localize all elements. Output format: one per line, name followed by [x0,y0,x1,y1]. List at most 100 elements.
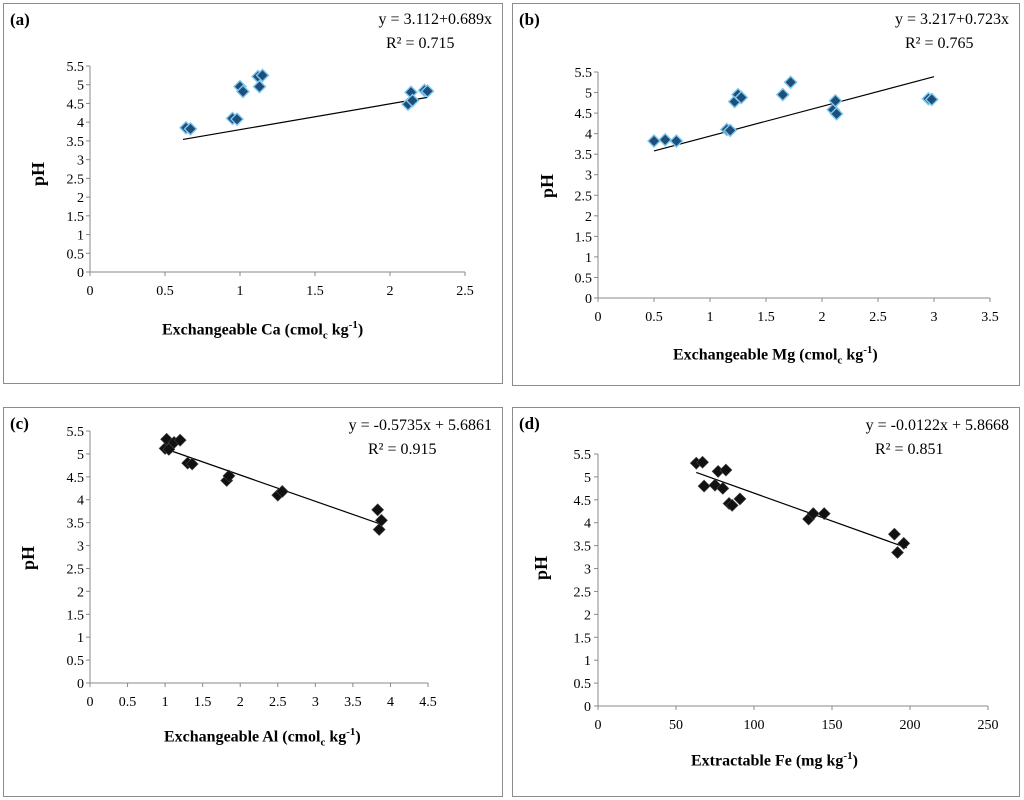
y-tick-label: 3.5 [575,148,593,163]
y-axis-label: pH [537,174,557,198]
y-tick-label: 1.5 [574,631,592,646]
x-axis-label-close: ) [357,321,364,339]
x-tick-label: 0 [87,695,94,710]
panel-a: (a) y = 3.112+0.689x R² = 0.715 0 0.5 1 1.5… [3,3,503,384]
r-squared: R² = 0.915 [368,441,437,458]
regression-equation: y = -0.5735x + 5.6861 [348,417,492,434]
data-point [696,455,709,469]
r-squared: R² = 0.765 [905,35,974,52]
y-axis-label: pH [28,162,48,186]
panel-d: (d) y = -0.0122x + 5.8668 R² = 0.851 0 0.… [512,407,1020,797]
x-tick-label: 1.5 [194,695,212,710]
x-tick-label: 100 [744,718,765,733]
data-point [806,507,820,520]
x-axis-label-sup: -1 [346,726,356,738]
data-point [716,481,730,495]
y-tick-label: 4.5 [67,471,85,486]
data-point [897,536,911,550]
y-tick-label: 1 [584,654,591,669]
y-tick-label: 3.5 [67,135,85,150]
x-axis-label-sup: -1 [863,344,873,356]
panel-label: (d) [519,414,540,433]
scatter-plot-d: 0 0.5 1 1.5 2 2.5 3 3.5 4 4.5 5 5.5 0 50 100 150 200 250 p… [531,448,999,733]
data-point [783,75,798,90]
x-axis-label-sup: -1 [843,750,853,762]
y-tick-label: 2.5 [67,172,85,187]
x-tick-label: 3 [931,310,938,325]
x-tick-label: 1.5 [306,284,324,299]
data-point [183,121,198,136]
x-tick-label: 0 [87,284,94,299]
x-tick-label: 250 [978,718,999,733]
x-axis-label-close: ) [872,346,878,364]
y-tick-label: 1 [77,631,84,646]
x-axis-label-text: Extractable Fe (mg kg [691,752,844,770]
y-tick-label: 0.5 [574,677,592,692]
y-tick-label: 2 [77,585,84,600]
x-axis-label-sub: c [322,329,328,342]
x-axis-label-unit: kg [327,321,349,339]
y-tick-label: 5 [77,448,84,463]
data-point [236,84,250,99]
x-tick-label: 3.5 [981,310,999,325]
regression-equation: y = 3.217+0.723x [894,11,1009,28]
y-tick-label: 0 [585,292,592,307]
y-tick-label: 2 [584,608,591,623]
panel-c: (c) y = -0.5735x + 5.6861 R² = 0.915 0 0.… [3,407,503,797]
x-axis-label-unit: kg [325,728,347,746]
data-point [725,498,739,512]
y-tick-label: 5.5 [67,425,85,440]
panel-b: (b) y = 3.217+0.723x R² = 0.765 0 0.5 1 1.5… [512,3,1020,386]
scatter-plot-b: 0 0.5 1 1.5 2 2.5 3 3.5 4 4.5 5 5.5 0 0.5 1 1.5 2 2.5 3 3.5… [537,66,999,325]
data-point [375,513,388,527]
x-tick-label: 2.5 [269,695,287,710]
y-tick-label: 4.5 [574,494,592,509]
data-point [887,527,901,541]
y-tick-label: 3.5 [574,540,592,555]
y-tick-label: 3.5 [67,517,85,532]
panel-label: (c) [10,414,29,433]
y-tick-label: 5.5 [574,448,592,463]
data-point [817,507,831,520]
data-point [252,79,267,94]
x-axis-label: Exchangeable Al (cmolc kg-1) [164,726,361,749]
y-tick-label: 4 [77,494,84,509]
data-point [255,68,270,83]
y-tick-label: 0.5 [67,654,85,669]
trend-line [164,448,384,526]
y-axis-label: pH [18,546,38,570]
x-axis-label-sub: c [320,736,326,749]
data-point [185,457,199,471]
x-tick-label: 1 [707,310,714,325]
x-axis-label: Extractable Fe (mg kg-1) [691,750,858,773]
x-tick-label: 3.5 [344,695,362,710]
scatter-plot-c: 0 0.5 1 1.5 2 2.5 3 3.5 4 4.5 5 5.5 0 0.5 1 1.5 2 2.5 3 3.5… [18,425,437,710]
x-axis-label: Exchangeable Ca (cmolc kg-1) [162,319,363,342]
x-tick-label: 3 [312,695,319,710]
x-tick-label: 0.5 [645,310,663,325]
y-tick-label: 1 [585,251,592,266]
x-tick-label: 2 [387,284,394,299]
x-axis-label-unit: kg [842,346,864,364]
data-point [275,485,289,498]
y-tick-label: 1.5 [67,210,85,225]
data-point [891,546,904,559]
y-tick-label: 2.5 [67,562,85,577]
trend-line [696,471,908,549]
y-tick-label: 3 [585,169,592,184]
x-tick-label: 200 [900,718,921,733]
y-tick-label: 0.5 [67,247,85,262]
data-point [733,492,747,506]
y-axis-label: pH [531,556,551,580]
x-axis-label-text: Exchangeable Al (cmol [164,728,321,746]
trend-line [182,96,428,141]
x-axis-label-sub: c [837,354,843,367]
data-point [734,90,749,105]
y-tick-label: 0 [584,700,591,715]
x-tick-label: 2 [819,310,826,325]
panel-label: (a) [10,10,30,29]
y-tick-label: 0 [77,266,84,281]
regression-equation: y = 3.112+0.689x [378,11,492,28]
x-tick-label: 1 [162,695,169,710]
x-tick-label: 150 [822,718,843,733]
